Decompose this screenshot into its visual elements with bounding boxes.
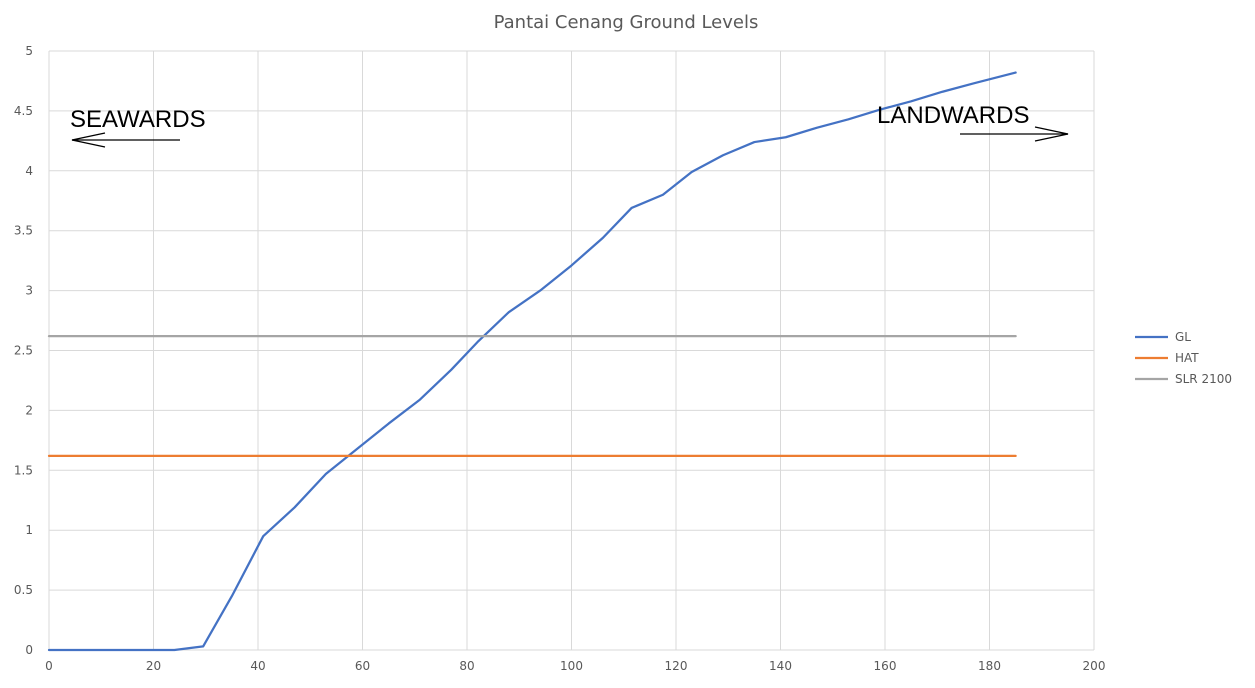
y-tick-label: 2.5 (14, 344, 33, 358)
y-tick-label: 1 (25, 523, 33, 537)
y-tick-label: 5 (25, 44, 33, 58)
legend-label-gl: GL (1175, 330, 1191, 344)
arrow-right-icon (960, 126, 1069, 142)
y-tick-label: 0.5 (14, 583, 33, 597)
x-tick-label: 20 (146, 659, 161, 673)
x-tick-label: 180 (978, 659, 1001, 673)
y-tick-label: 3.5 (14, 224, 33, 238)
x-tick-label: 60 (355, 659, 370, 673)
x-tick-label: 40 (250, 659, 265, 673)
y-tick-label: 4 (25, 164, 33, 178)
x-tick-label: 160 (874, 659, 897, 673)
series-layer (47, 71, 1017, 652)
legend-label-slr-2100: SLR 2100 (1175, 372, 1232, 386)
series-line-gl (47, 71, 1017, 652)
x-tick-label: 120 (665, 659, 688, 673)
grid-layer (48, 50, 1095, 651)
legend-label-hat: HAT (1175, 351, 1199, 365)
x-tick-label: 100 (560, 659, 583, 673)
annotation-landwards: LANDWARDS (877, 102, 1029, 129)
y-tick-label: 0 (25, 643, 33, 657)
annotation-seawards: SEAWARDS (70, 106, 206, 133)
legend: GL HAT SLR 2100 (1135, 330, 1232, 386)
x-tick-label: 140 (769, 659, 792, 673)
y-tick-label: 1.5 (14, 463, 33, 477)
annotations: SEAWARDS LANDWARDS (70, 102, 1069, 148)
tick-labels: 0 20 40 60 80 100 120 140 160 180 200 0 0.5 1 1.5 2 2.5 3… (14, 44, 1106, 673)
chart-title: Pantai Cenang Ground Levels (494, 12, 759, 33)
x-tick-label: 0 (45, 659, 53, 673)
x-tick-label: 200 (1083, 659, 1106, 673)
y-tick-label: 4.5 (14, 104, 33, 118)
x-tick-label: 80 (459, 659, 474, 673)
y-tick-label: 3 (25, 284, 33, 298)
y-tick-label: 2 (25, 403, 33, 417)
arrow-left-icon (71, 132, 180, 148)
